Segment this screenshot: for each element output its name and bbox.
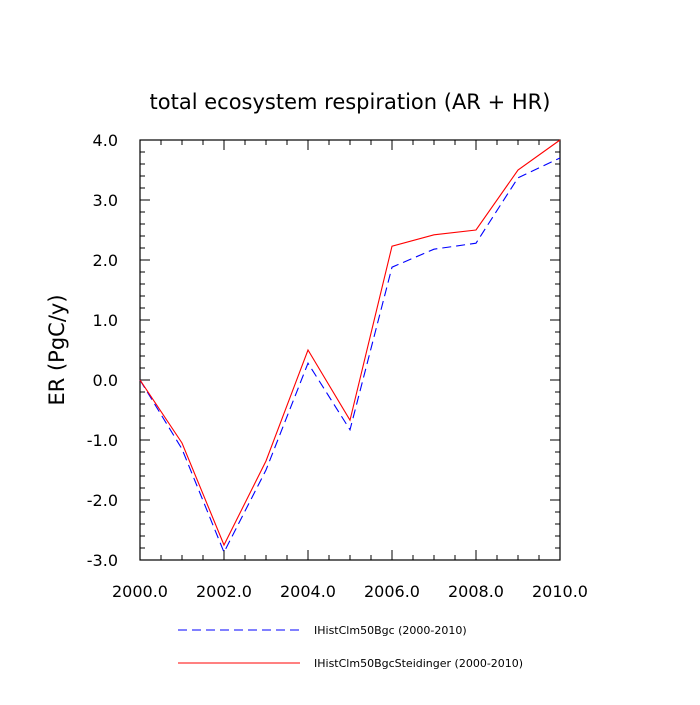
chart-title: total ecosystem respiration (AR + HR) (150, 90, 551, 114)
series-line-2 (139, 139, 561, 547)
y-tick-label: 2.0 (93, 251, 118, 270)
series-layer (139, 139, 561, 554)
legend: IHistClm50Bgc (2000-2010) IHistClm50BgcSt… (178, 624, 523, 670)
y-tick-label: 3.0 (93, 191, 118, 210)
y-tick-label: -1.0 (87, 431, 118, 450)
x-tick-label: 2002.0 (196, 582, 252, 601)
y-tick-label: 1.0 (93, 311, 118, 330)
y-tick-label: -2.0 (87, 491, 118, 510)
series-line-1 (139, 157, 561, 554)
x-tick-label: 2010.0 (532, 582, 588, 601)
y-axis-label: ER (PgC/y) (45, 294, 69, 405)
y-tick-label: 0.0 (93, 371, 118, 390)
plot-area-frame (139, 139, 561, 561)
legend-label-2: IHistClm50BgcSteidinger (2000-2010) (314, 657, 523, 670)
ticks-layer: 2000.0 2002.0 2004.0 2006.0 2008.0 2010.0 -3.0… (87, 131, 588, 601)
x-tick-label: 2008.0 (448, 582, 504, 601)
legend-label-1: IHistClm50Bgc (2000-2010) (314, 624, 467, 637)
y-tick-label: 4.0 (93, 131, 118, 150)
x-tick-label: 2006.0 (364, 582, 420, 601)
x-tick-label: 2000.0 (112, 582, 168, 601)
y-tick-label: -3.0 (87, 551, 118, 570)
x-tick-label: 2004.0 (280, 582, 336, 601)
